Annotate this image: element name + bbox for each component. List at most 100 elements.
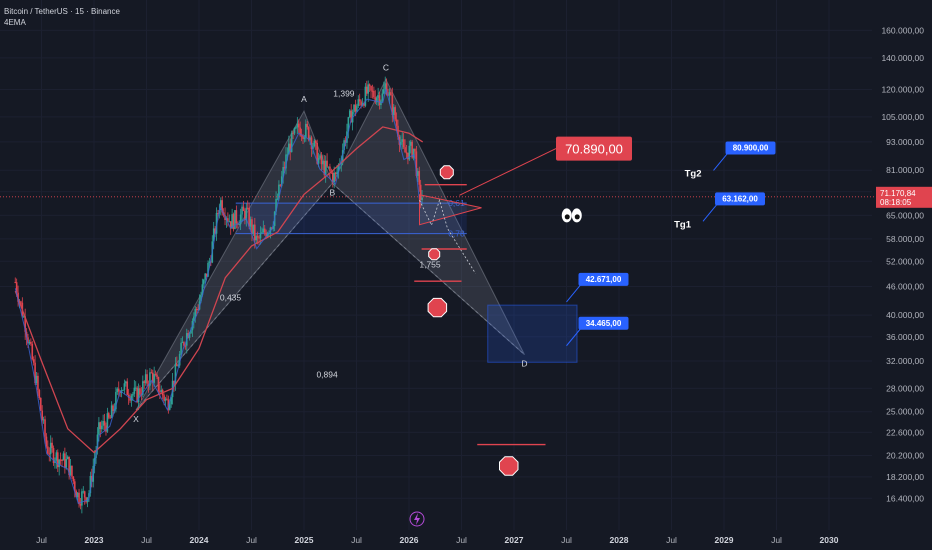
- time-axis[interactable]: Jul 2023 Jul 2024 Jul 2025 Jul 2026 Jul 2027 Jul 20…: [36, 535, 839, 545]
- candle-body: [407, 152, 409, 160]
- candle-body: [69, 465, 72, 476]
- countdown-label: 08:18:05: [880, 198, 912, 207]
- fib-level-label: 0,78: [448, 229, 465, 239]
- pattern-xb-line: [135, 182, 333, 411]
- target-pointer: [566, 328, 581, 347]
- candle-body: [82, 491, 85, 493]
- candle-body: [215, 212, 218, 234]
- time-tick-label: 2028: [610, 535, 629, 545]
- candle-body: [375, 97, 378, 103]
- candle-body: [126, 381, 129, 395]
- candle-body: [296, 123, 299, 128]
- candle-body: [229, 221, 232, 229]
- candle-body: [417, 171, 419, 176]
- candle-body: [181, 342, 184, 344]
- candle-body: [388, 92, 391, 96]
- harmonic-pattern: 0,61 0,78: [135, 78, 578, 411]
- candle-body: [103, 421, 106, 426]
- target-name-label: Tg1: [674, 219, 692, 230]
- candle-body: [374, 97, 377, 103]
- candle-body: [58, 459, 60, 468]
- candle-body: [293, 128, 296, 134]
- pattern-ratio-label: 1,399: [333, 88, 355, 98]
- candle-body: [24, 316, 26, 332]
- candle-body: [164, 398, 167, 401]
- target-price-label: 42.671,00: [586, 275, 622, 284]
- stop-sign-icon: [499, 456, 519, 476]
- candle-body: [390, 92, 392, 96]
- candle-body: [81, 491, 83, 506]
- candle-body: [117, 388, 120, 392]
- candle-body: [336, 171, 338, 175]
- candle-body: [327, 166, 330, 168]
- ema-lines: [14, 88, 424, 504]
- candle-body: [290, 132, 293, 153]
- symbol-title[interactable]: Bitcoin / TetherUS · 15 · Binance: [4, 7, 120, 16]
- candle-body: [61, 460, 63, 462]
- candle-body: [231, 214, 233, 229]
- time-tick-label: 2025: [295, 535, 314, 545]
- price-tick-label: 140.000,00: [881, 53, 924, 63]
- candle-body: [64, 453, 66, 468]
- candle-body: [385, 83, 388, 95]
- candle-body: [116, 388, 119, 393]
- indicator-label[interactable]: 4EMA: [4, 18, 26, 27]
- candle-body: [22, 316, 25, 318]
- time-tick-label: Jul: [246, 535, 257, 545]
- time-tick-label: Jul: [141, 535, 152, 545]
- fib-level-label: 0,61: [448, 198, 465, 208]
- candle-body: [259, 232, 262, 239]
- candle-body: [381, 93, 384, 101]
- time-tick-label: Jul: [456, 535, 467, 545]
- candle-body: [73, 481, 76, 491]
- candle-body: [205, 273, 208, 277]
- candle-body: [20, 301, 22, 303]
- candle-body: [246, 207, 249, 209]
- candle-body: [51, 442, 53, 449]
- target-price-label: 34.465,00: [586, 319, 622, 328]
- candle-body: [278, 184, 280, 199]
- candle-body: [334, 172, 337, 175]
- candle-body: [276, 198, 279, 200]
- candle-body: [190, 330, 192, 334]
- candle-body: [319, 155, 321, 159]
- pattern-xab-triangle: [135, 109, 333, 411]
- candle-body: [326, 160, 328, 167]
- candle-body: [285, 154, 287, 169]
- candle-body: [146, 374, 148, 384]
- candle-body: [263, 228, 266, 233]
- target-pointer: [566, 284, 581, 303]
- candle-body: [75, 490, 78, 498]
- candle-body: [134, 387, 137, 389]
- ema-line: [14, 126, 424, 454]
- candle-body: [232, 214, 235, 230]
- candle-body: [31, 343, 34, 360]
- candle-body: [88, 493, 90, 498]
- candle-body: [358, 99, 361, 102]
- candle-body: [217, 212, 219, 214]
- candle-body: [142, 381, 144, 395]
- price-tick-label: 120.000,00: [881, 84, 924, 94]
- candle-body: [183, 342, 185, 346]
- candle-body: [102, 421, 104, 426]
- candle-body: [110, 405, 113, 418]
- candle-body: [30, 341, 32, 344]
- candle-body: [122, 389, 124, 391]
- eyes-icon: [564, 214, 570, 220]
- time-tick-label: Jul: [36, 535, 47, 545]
- candle-body: [68, 456, 70, 476]
- candle-body: [79, 504, 82, 506]
- price-tick-label: 81.000,00: [886, 165, 924, 175]
- candle-body: [195, 308, 198, 310]
- candle-body: [255, 236, 258, 241]
- candle-body: [421, 197, 423, 200]
- candle-body: [37, 375, 39, 390]
- candle-body: [419, 184, 422, 200]
- candle-body: [151, 372, 154, 383]
- candle-body: [343, 140, 345, 151]
- candle-body: [83, 491, 86, 498]
- price-axis[interactable]: 160.000,00 140.000,00 120.000,00 105.000,00…: [876, 25, 932, 503]
- candle-body: [159, 391, 161, 393]
- candle-body: [412, 148, 415, 158]
